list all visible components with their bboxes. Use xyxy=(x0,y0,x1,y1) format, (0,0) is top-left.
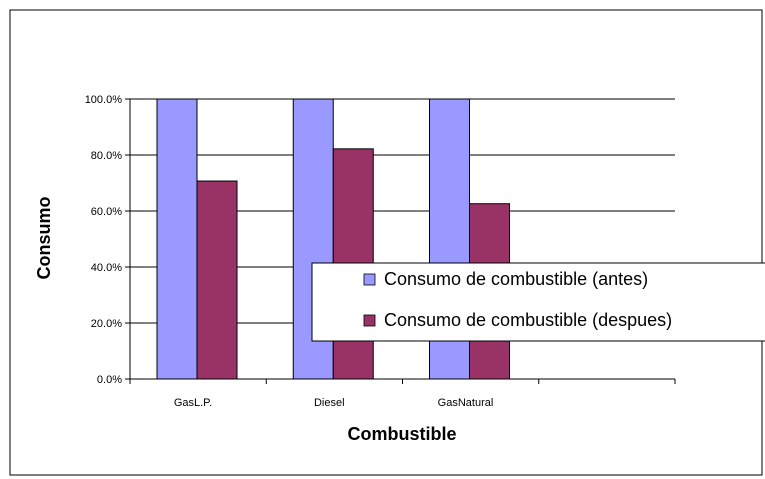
y-tick-label: 60.0% xyxy=(91,206,122,218)
x-axis-ticks: GasL.P. Diesel GasNatural xyxy=(129,379,676,409)
x-axis-title: Combustible xyxy=(347,424,456,444)
x-tick-label: GasNatural xyxy=(438,397,494,409)
bar-antes-0 xyxy=(156,98,198,380)
y-axis-ticks: 0.0% 20.0% 40.0% 60.0% 80.0% 100.0% xyxy=(85,94,130,386)
chart-area-border xyxy=(9,9,763,476)
x-tick-label: GasL.P. xyxy=(174,397,212,409)
legend-box xyxy=(311,262,765,342)
y-tick-label: 100.0% xyxy=(85,94,123,106)
legend-swatch-despues xyxy=(363,314,376,327)
legend-label-despues: Consumo de combustible (despues) xyxy=(384,310,672,330)
bar-despues-0 xyxy=(196,180,238,380)
legend-swatch-antes xyxy=(363,273,376,286)
legend-label-antes: Consumo de combustible (antes) xyxy=(384,269,648,289)
x-tick-label: Diesel xyxy=(314,397,345,409)
y-axis-title: Consumo xyxy=(34,197,54,280)
y-tick-label: 40.0% xyxy=(91,262,122,274)
y-tick-label: 80.0% xyxy=(91,150,122,162)
legend: Consumo de combustible (antes) Consumo d… xyxy=(311,262,765,342)
y-tick-label: 0.0% xyxy=(97,374,122,386)
y-tick-label: 20.0% xyxy=(91,318,122,330)
